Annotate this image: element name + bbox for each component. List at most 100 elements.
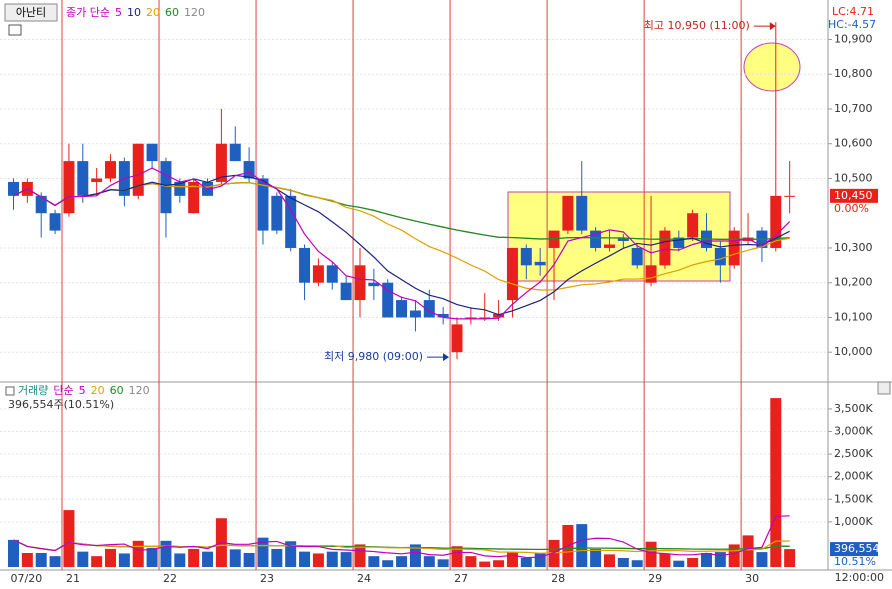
volume-bar: [91, 556, 103, 567]
candle-body: [714, 247, 726, 266]
candle-body: [603, 244, 615, 248]
volume-bar: [409, 544, 421, 567]
hc-label: HC:-4.57: [828, 18, 876, 31]
legend-label: 5: [115, 6, 122, 19]
volume-info: 396,554주(10.51%): [8, 398, 114, 411]
candle-body: [576, 195, 588, 231]
volume-bar: [617, 557, 629, 567]
last-volume: 396,554: [834, 542, 880, 555]
x-tick-label: 21: [66, 572, 80, 585]
table-icon[interactable]: [8, 24, 22, 36]
x-tick-label: 29: [648, 572, 662, 585]
stock-button[interactable]: [4, 3, 58, 22]
legend-label: 120: [129, 384, 150, 397]
candle-body: [146, 143, 158, 162]
price-ma-line: [13, 167, 791, 320]
volume-bar: [756, 552, 768, 567]
candle-body: [423, 300, 435, 318]
volume-bar: [673, 560, 685, 567]
candle-body: [479, 317, 491, 319]
x-tick-label: 28: [551, 572, 565, 585]
candle-body: [354, 265, 366, 301]
stock-name[interactable]: 아난티: [16, 6, 46, 19]
volume-bar: [645, 541, 657, 567]
x-tick-label: 27: [454, 572, 468, 585]
candle-body: [451, 324, 463, 353]
highlight-ellipse: [743, 42, 801, 92]
y-tick-label: 10,300: [834, 241, 873, 254]
candle-body: [659, 230, 671, 266]
legend-label: 20: [91, 384, 105, 397]
high-arrowhead: [769, 22, 776, 31]
candle-body: [285, 195, 297, 248]
legend-label: 10: [127, 6, 141, 19]
volume-bar: [506, 552, 518, 567]
volume-bar: [520, 557, 532, 567]
y-tick-label: 3,500K: [834, 402, 873, 415]
candle-body: [645, 265, 657, 283]
legend-box: [5, 386, 15, 396]
volume-bar: [437, 559, 449, 567]
candle-body: [396, 300, 408, 318]
last-change: 0.00%: [834, 202, 869, 215]
volume-bar: [21, 553, 33, 567]
volume-bar: [326, 551, 338, 567]
volume-bar: [285, 541, 297, 567]
candle-body: [188, 181, 200, 214]
volume-bar: [160, 540, 172, 567]
last-volume-box: [830, 542, 878, 557]
y-tick-label: 10,600: [834, 137, 873, 150]
legend-label: 단순: [53, 384, 73, 397]
y-tick-label: 10,200: [834, 276, 873, 289]
last-price-box: [830, 188, 878, 203]
volume-bar: [35, 553, 47, 567]
candle-body: [160, 161, 172, 214]
last-price: 10,450: [834, 189, 873, 202]
y-tick-label: 3,000K: [834, 425, 873, 438]
candle-body: [673, 237, 685, 248]
candle-body: [271, 195, 283, 231]
volume-bar: [229, 549, 241, 567]
volume-bar: [146, 548, 158, 567]
candle-body: [534, 261, 546, 266]
volume-bar: [118, 553, 130, 567]
volume-bar: [465, 556, 477, 567]
legend-label: 120: [184, 6, 205, 19]
candle-body: [409, 310, 421, 318]
candle-body: [243, 161, 255, 179]
volume-bar: [423, 556, 435, 567]
candle-body: [326, 265, 338, 283]
candle-body: [368, 282, 380, 287]
volume-bar: [257, 537, 269, 567]
legend-label: 종가 단순: [66, 6, 110, 19]
volume-bar: [188, 548, 200, 567]
volume-ma-line: [13, 515, 790, 559]
y-tick-label: 10,900: [834, 32, 873, 45]
candle-body: [770, 195, 782, 248]
candle-body: [7, 181, 19, 196]
scroll-button[interactable]: [877, 381, 891, 395]
volume-bar: [728, 544, 740, 567]
x-tick-label: 23: [260, 572, 274, 585]
candle-body: [465, 317, 477, 319]
candle-body: [687, 213, 699, 238]
volume-bar: [63, 510, 75, 567]
lc-label: LC:4.71: [832, 5, 874, 18]
low-note: 최저 9,980 (09:00): [324, 350, 423, 363]
candle-body: [382, 282, 394, 318]
candle-body: [105, 161, 117, 179]
volume-bar: [590, 548, 602, 567]
x-tick-label: 07/20: [11, 572, 43, 585]
time-label: 12:00:00: [835, 571, 884, 584]
candle-body: [215, 143, 227, 182]
volume-bar: [687, 557, 699, 567]
volume-bar: [49, 556, 61, 567]
y-tick-label: 2,500K: [834, 447, 873, 460]
volume-bar: [299, 551, 311, 567]
candle-body: [520, 247, 532, 266]
volume-bar: [700, 553, 712, 567]
candle-body: [562, 195, 574, 231]
volume-bar: [742, 535, 754, 567]
low-arrowhead: [443, 353, 450, 362]
